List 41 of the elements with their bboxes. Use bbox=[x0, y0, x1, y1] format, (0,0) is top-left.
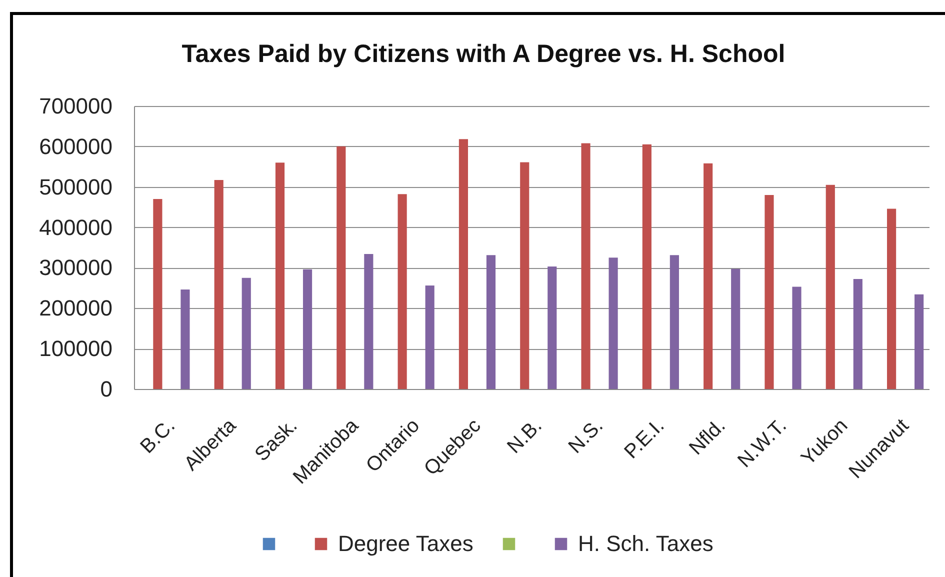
y-tick-label: 700000 bbox=[39, 94, 112, 118]
bar bbox=[214, 180, 224, 389]
bar bbox=[914, 294, 924, 389]
y-tick-label: 300000 bbox=[39, 255, 112, 280]
bar bbox=[853, 279, 862, 389]
bar bbox=[275, 162, 285, 389]
y-tick-label: 600000 bbox=[39, 134, 112, 159]
chart-title: Taxes Paid by Citizens with A Degree vs. H. School bbox=[182, 40, 786, 68]
y-tick-label: 500000 bbox=[39, 174, 112, 200]
y-tick-label: 100000 bbox=[39, 336, 112, 362]
x-tick-label: B.C. bbox=[136, 414, 180, 458]
x-tick-label: N.S. bbox=[564, 414, 608, 458]
bar bbox=[581, 143, 590, 389]
bar bbox=[670, 255, 679, 389]
x-tick-label: Nfld. bbox=[685, 414, 730, 460]
legend-label: Degree Taxes bbox=[338, 531, 474, 556]
bar bbox=[336, 146, 346, 389]
bar bbox=[704, 163, 713, 389]
y-tick-label: 400000 bbox=[39, 214, 112, 240]
y-tick-label: 200000 bbox=[39, 296, 112, 321]
bar bbox=[302, 269, 312, 389]
bar bbox=[642, 144, 652, 389]
bar bbox=[548, 266, 557, 389]
bar bbox=[826, 184, 835, 389]
bar bbox=[398, 194, 407, 389]
bar bbox=[458, 139, 468, 389]
bar bbox=[153, 198, 162, 389]
bar bbox=[520, 162, 530, 389]
bar bbox=[180, 290, 190, 389]
bar bbox=[887, 208, 896, 389]
bar bbox=[731, 268, 740, 389]
bar bbox=[764, 194, 774, 389]
x-tick-label: N.B. bbox=[503, 414, 546, 458]
bar bbox=[608, 258, 618, 389]
bar bbox=[364, 254, 374, 389]
bar bbox=[486, 255, 496, 389]
bar bbox=[425, 286, 434, 389]
bar bbox=[792, 286, 802, 389]
legend-label: H. Sch. Taxes bbox=[578, 531, 714, 556]
bar bbox=[242, 278, 251, 389]
y-tick-label: 0 bbox=[100, 376, 112, 402]
